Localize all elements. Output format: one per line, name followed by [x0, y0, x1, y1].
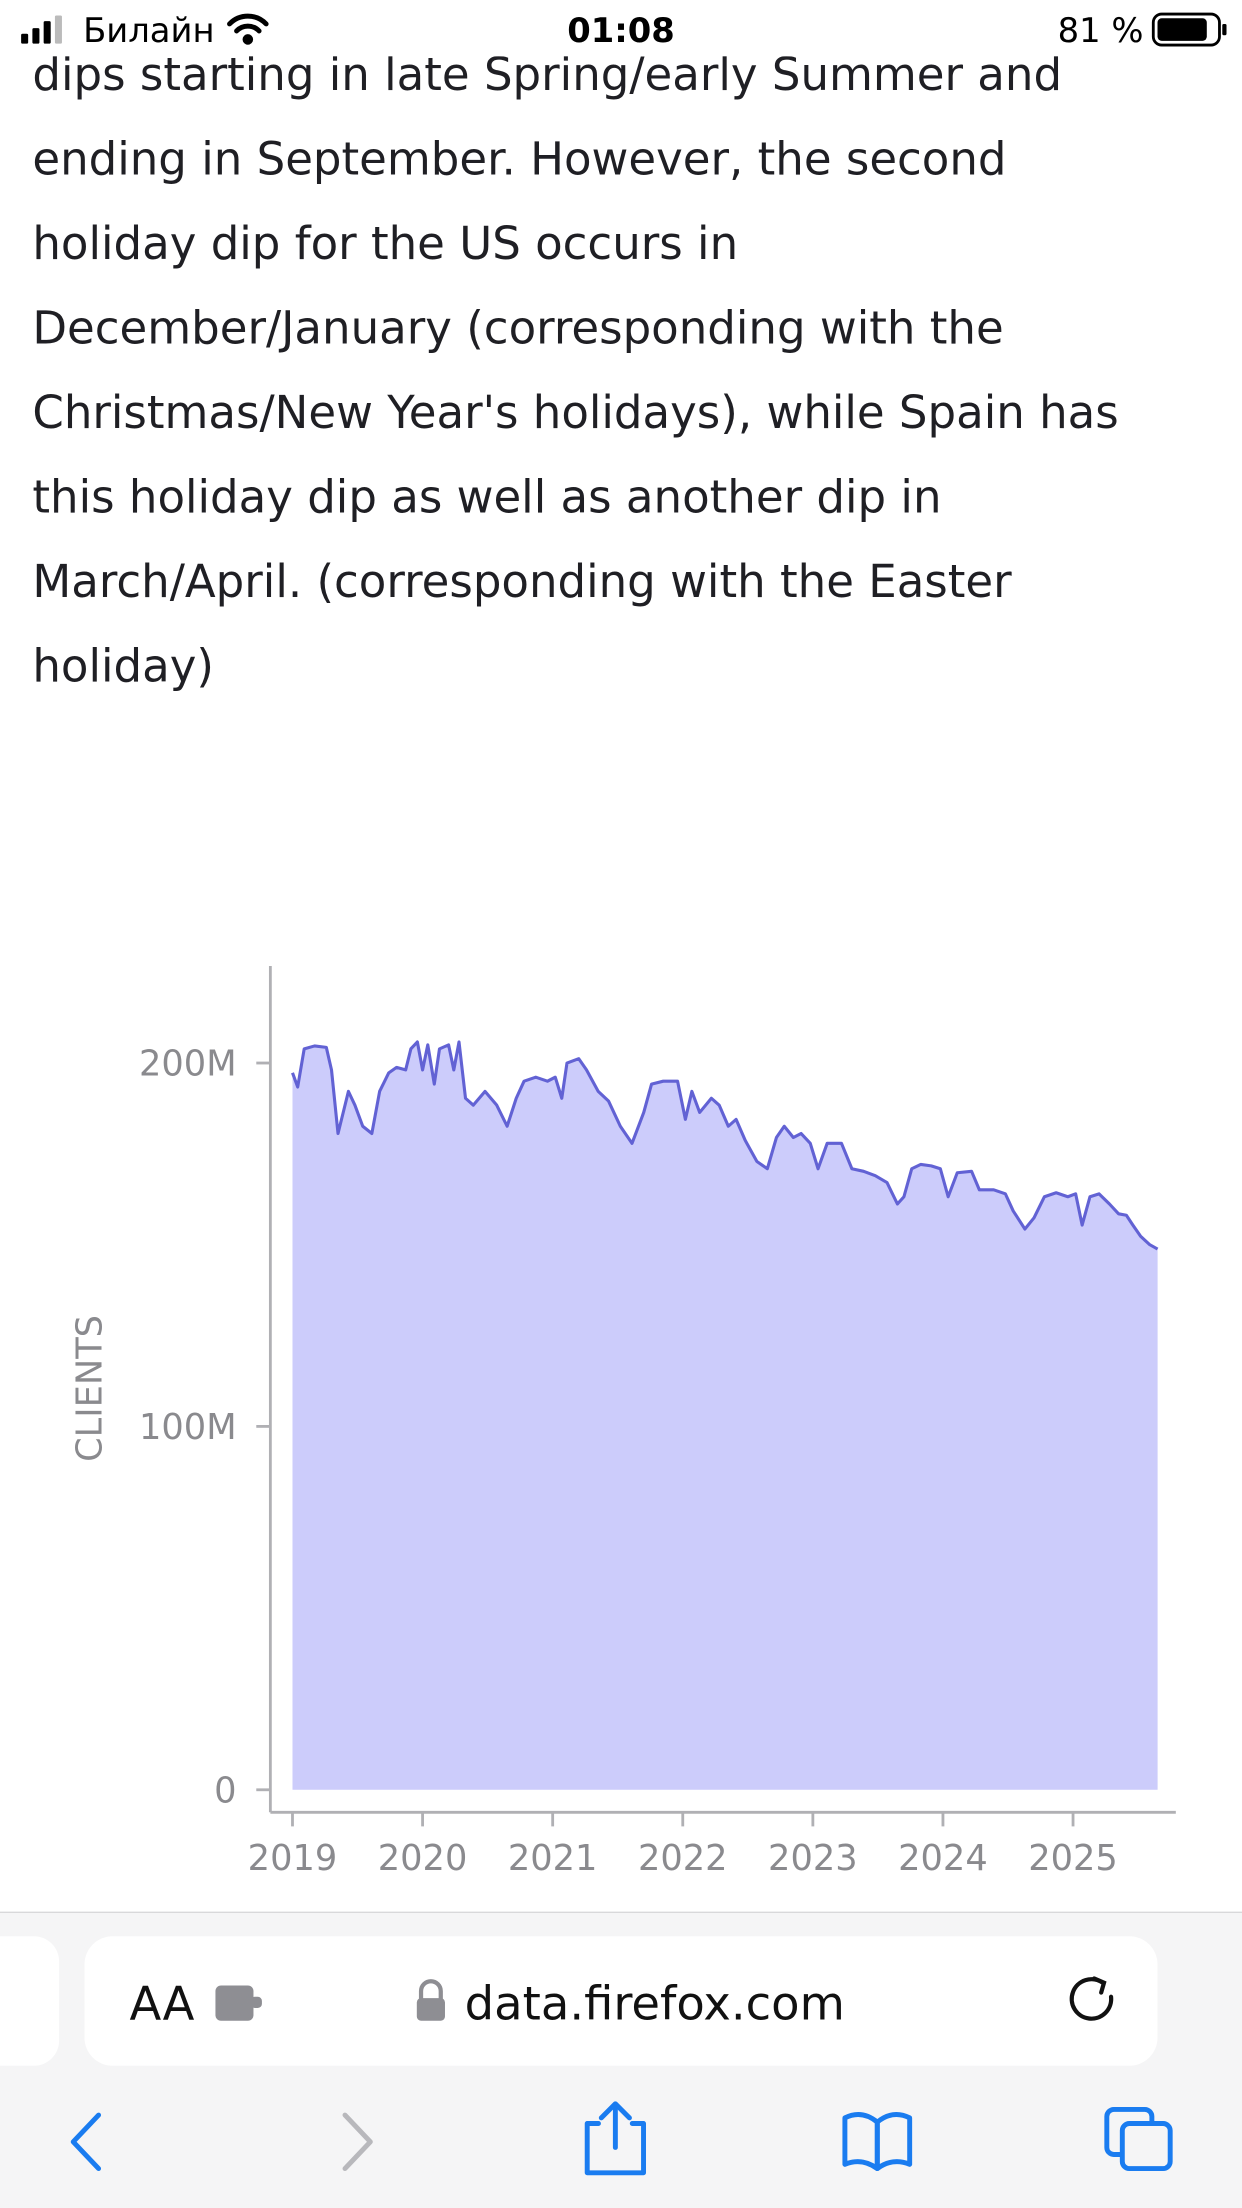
- paragraph-line: December/January (corresponding with the: [32, 302, 1003, 355]
- forward-button[interactable]: [342, 2112, 373, 2172]
- article: dips starting in late Spring/early Summe…: [32, 48, 1118, 692]
- clock: 01:08: [567, 11, 675, 50]
- y-tick-label: 0: [214, 1770, 236, 1811]
- signal-icon: [21, 15, 62, 44]
- battery-icon: [1151, 12, 1227, 47]
- url-text[interactable]: data.firefox.com: [465, 1976, 845, 2030]
- reload-button[interactable]: [1069, 1976, 1114, 2021]
- x-tick-label: 2020: [378, 1838, 468, 1879]
- paragraph-line: Christmas/New Year's holidays), while Sp…: [32, 386, 1118, 439]
- y-axis-label: CLIENTS: [69, 1315, 110, 1462]
- bookmarks-button[interactable]: [842, 2112, 913, 2172]
- x-tick-label: 2019: [248, 1838, 338, 1879]
- paragraph-line: holiday): [32, 640, 214, 693]
- text-size-button[interactable]: AA: [130, 1976, 195, 2030]
- x-tick-label: 2023: [768, 1838, 858, 1879]
- paragraph-line: ending in September. However, the second: [32, 133, 1006, 186]
- paragraph-line: March/April. (corresponding with the Eas…: [32, 555, 1012, 608]
- x-tick-label: 2022: [638, 1838, 728, 1879]
- extension-icon[interactable]: [215, 1985, 262, 2021]
- y-tick-label: 200M: [139, 1044, 237, 1085]
- x-tick-label: 2021: [508, 1838, 598, 1879]
- x-tick-label: 2025: [1028, 1838, 1118, 1879]
- carrier: Билайн: [83, 11, 214, 50]
- address-bar[interactable]: [84, 1936, 1158, 2066]
- paragraph-line: holiday dip for the US occurs in: [32, 217, 738, 270]
- x-tick-label: 2024: [898, 1838, 988, 1879]
- status-bar: [0, 0, 1242, 57]
- line: [291, 1040, 1159, 1251]
- prev-tab-pill[interactable]: [0, 1936, 60, 2066]
- paragraph-line: this holiday dip as well as another dip …: [32, 471, 941, 524]
- y-tick-label: 100M: [139, 1407, 237, 1448]
- paragraph-line: dips starting in late Spring/early Summe…: [32, 48, 1062, 101]
- chart: CLIENTS 0 100M 200M 2019 2020 2021 2022 2023 202…: [69, 966, 1176, 1879]
- wifi-icon: [227, 13, 269, 45]
- back-button[interactable]: [70, 2112, 102, 2172]
- lock-icon: [416, 1979, 445, 2021]
- area: [292, 1041, 1158, 1790]
- share-button[interactable]: [584, 2101, 646, 2176]
- tabs-button[interactable]: [1104, 2106, 1173, 2172]
- battery-percent: 81 %: [1058, 11, 1144, 50]
